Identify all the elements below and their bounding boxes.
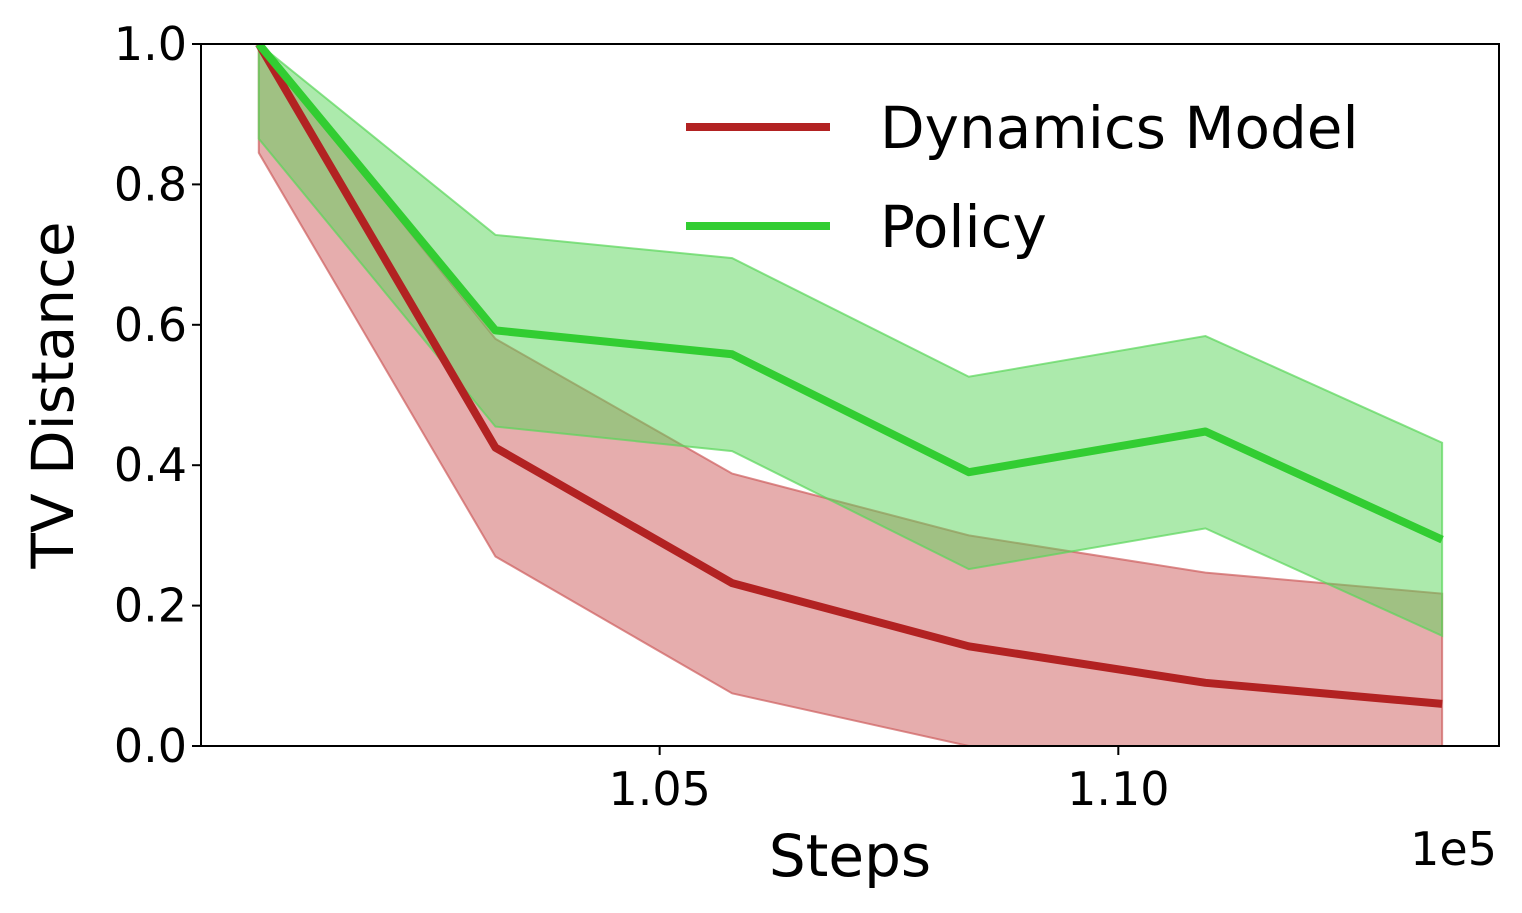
x-tick-label: 1.10 [1067, 762, 1169, 816]
legend: Dynamics Model Policy [686, 94, 1359, 261]
y-axis-title: TV Distance [19, 221, 87, 569]
y-tick-label: 0.4 [114, 438, 187, 492]
y-axis: 0.0 0.2 0.4 0.6 0.8 1.0 [114, 17, 201, 773]
series-line-1 [255, 44, 1444, 544]
series-lines [255, 44, 1444, 708]
plot-frame [200, 43, 1500, 747]
x-axis-title: Steps [769, 822, 931, 890]
series-line-0 [255, 44, 1443, 708]
confidence-band-1 [257, 44, 1444, 638]
confidence-bands [257, 44, 1444, 746]
legend-label-0: Dynamics Model [880, 94, 1359, 162]
confidence-band-0 [257, 44, 1444, 746]
y-tick-label: 0.6 [114, 298, 187, 352]
legend-label-1: Policy [880, 193, 1047, 261]
y-tick-label: 0.8 [114, 157, 187, 211]
y-tick-label: 0.0 [114, 719, 187, 773]
x-axis: 1.05 1.10 [608, 746, 1170, 816]
y-tick-label: 0.2 [114, 579, 187, 633]
x-axis-offset-label: 1e5 [1410, 822, 1497, 876]
x-tick-label: 1.05 [608, 762, 710, 816]
y-tick-label: 1.0 [114, 17, 187, 71]
